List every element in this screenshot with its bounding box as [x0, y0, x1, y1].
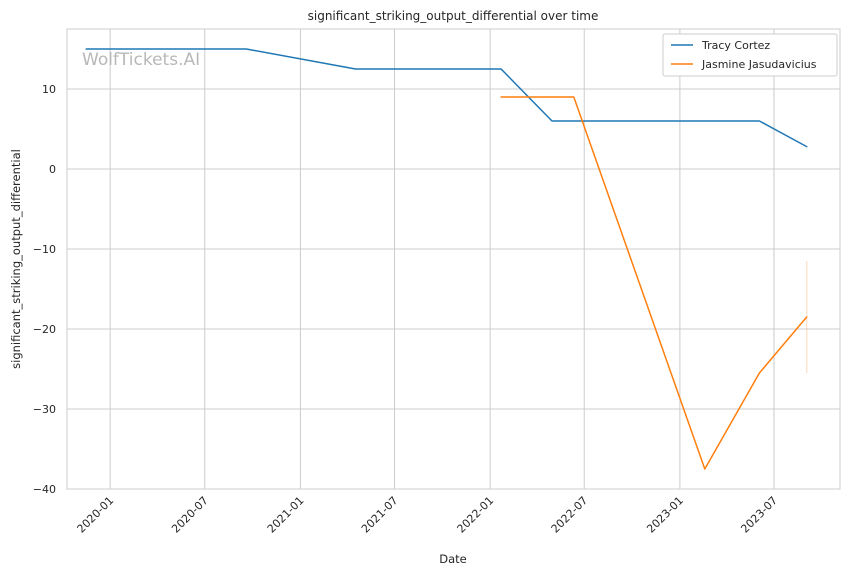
legend: Tracy Cortez Jasmine Jasudavicius [662, 33, 838, 77]
series-line-jasmine-jasudavicius [500, 96, 808, 470]
legend-label-jasmine-jasudavicius: Jasmine Jasudavicius [701, 58, 817, 71]
y-tick-label: 10 [42, 83, 56, 96]
plot-frame [66, 28, 841, 490]
chart-title: significant_striking_output_differential… [308, 9, 599, 23]
y-tick-label: −40 [33, 483, 56, 496]
watermark-text: WolfTickets.AI [82, 50, 200, 70]
y-axis-title: significant_striking_output_differential [9, 149, 23, 369]
y-tick-label: −30 [33, 403, 56, 416]
y-tick-label: −10 [33, 243, 56, 256]
x-axis-title: Date [439, 552, 467, 566]
legend-box [662, 33, 838, 77]
y-tick-labels: 10 0 −10 −20 −30 −40 [33, 83, 56, 496]
legend-label-tracy-cortez: Tracy Cortez [701, 39, 770, 52]
series-line-tracy-cortez [85, 48, 808, 148]
series-layer [85, 48, 808, 470]
y-tick-label: 0 [49, 163, 56, 176]
y-tick-label: −20 [33, 323, 56, 336]
